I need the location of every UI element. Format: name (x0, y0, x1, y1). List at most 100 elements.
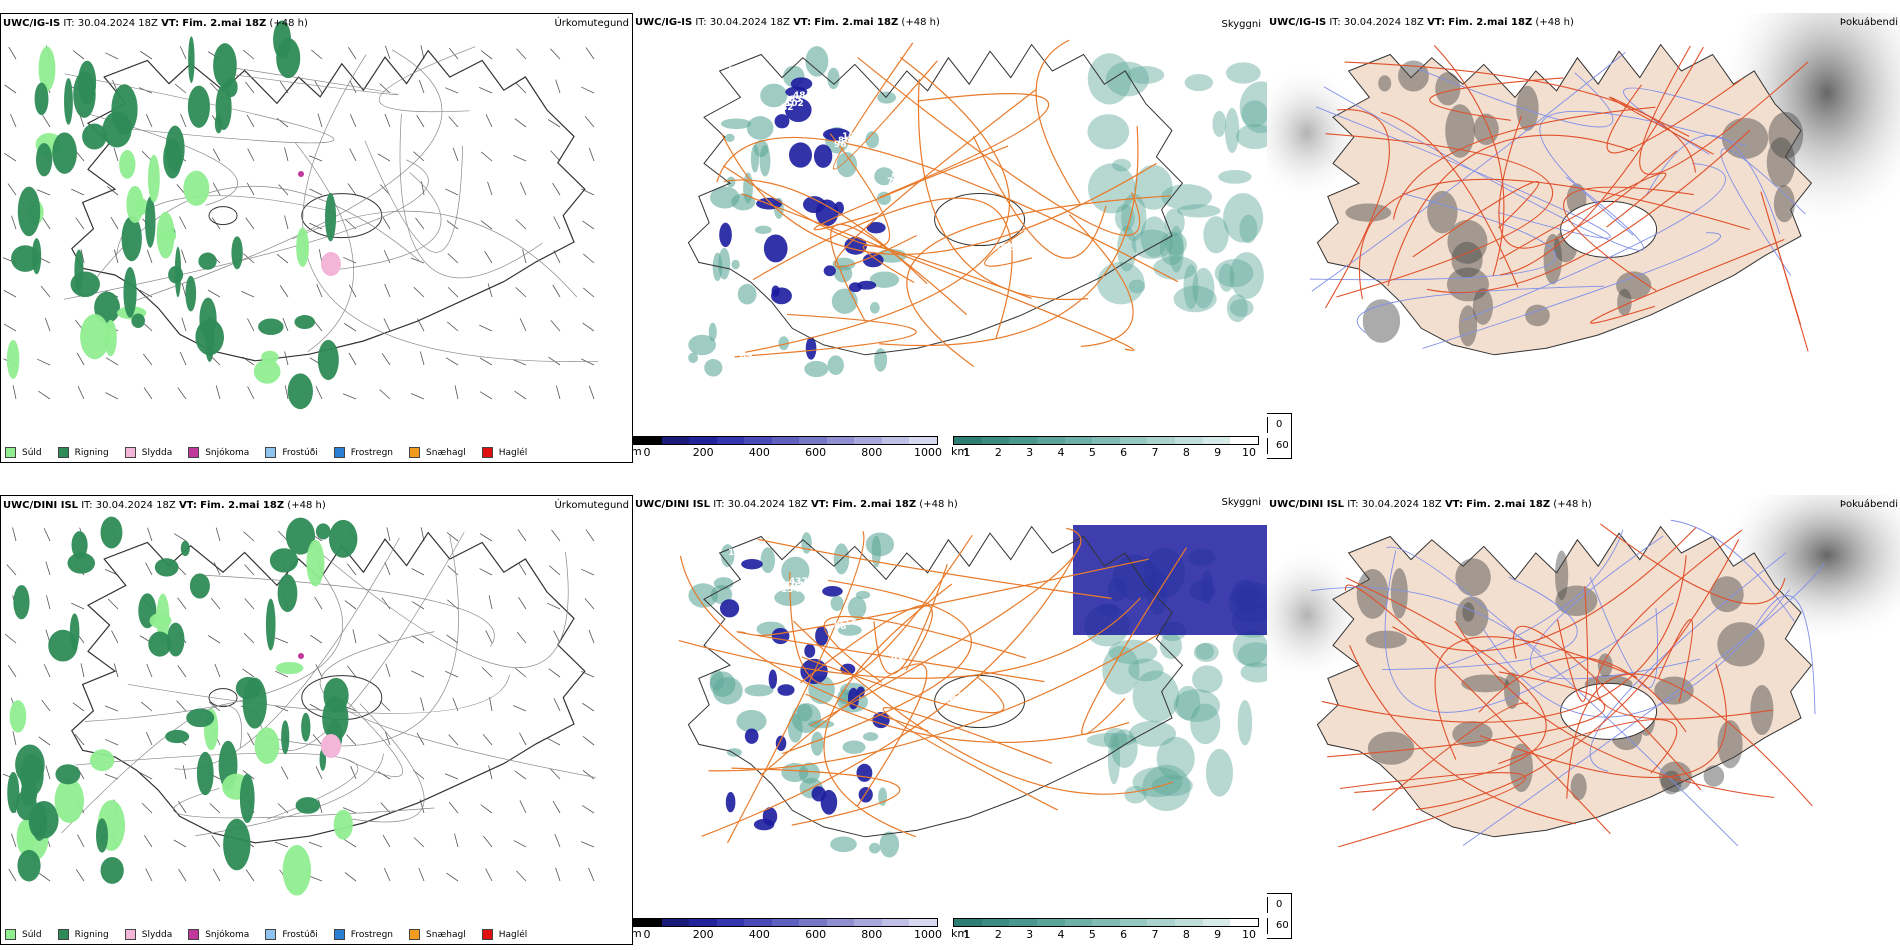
wind-barb (141, 802, 153, 814)
wind-barb (75, 217, 85, 230)
colorbar-km: km 1 2 3 4 5 6 7 8 9 10 (951, 918, 1259, 941)
rain-cell (213, 43, 237, 88)
ceiling-value-label: 122 (1103, 803, 1122, 813)
roads (1325, 44, 1809, 352)
visibility-cell (710, 186, 740, 209)
wind-barb (110, 216, 119, 230)
ceiling-cell (774, 114, 790, 129)
colorbar-step (1092, 919, 1120, 926)
road (1372, 702, 1529, 811)
wind-barb (446, 634, 459, 644)
wind-barb (274, 841, 289, 848)
wind-barb (588, 867, 595, 882)
road (731, 767, 901, 826)
wind-barb (446, 872, 459, 882)
wind-barb (342, 393, 357, 400)
visibility-cell (1111, 729, 1138, 769)
wind-barb (519, 182, 527, 196)
wind-barb (243, 632, 255, 644)
visibility-cell (1240, 662, 1267, 683)
road (351, 703, 425, 823)
rain-cell (285, 517, 316, 555)
rain-cell (131, 313, 145, 329)
ceiling-value-label: 57 (891, 173, 904, 183)
wind-barb (379, 389, 391, 400)
wind-barb (410, 393, 425, 400)
colorbar-unit: m (633, 445, 642, 458)
ceiling-value-label: 79 (1107, 317, 1120, 327)
wind-barb (180, 113, 187, 128)
rain-cell (269, 548, 299, 573)
road (1412, 181, 1540, 258)
road (127, 674, 510, 714)
wind-barb (38, 390, 51, 400)
wind-barb (514, 118, 527, 128)
ceiling-value-label: 107 (785, 581, 804, 591)
wind-barb (105, 392, 119, 400)
wind-barb (582, 220, 595, 230)
wind-barb (552, 284, 561, 298)
road (879, 126, 1139, 347)
ceiling-value-label: 171 (736, 840, 755, 850)
land-area (1316, 525, 1813, 838)
colorbar-step (744, 919, 772, 926)
road (1392, 527, 1697, 652)
wind-barb (284, 385, 289, 400)
wind-barb (314, 596, 323, 610)
rain-cell (126, 185, 144, 224)
colorbar-step (716, 919, 745, 926)
fog-cell (1703, 765, 1725, 787)
visibility-cell (810, 731, 824, 756)
wind-barb (555, 385, 561, 400)
legend-label: Súld (22, 929, 42, 940)
colorbar-swatches (953, 436, 1259, 445)
rain-cell (13, 584, 30, 620)
ceiling-value-label: 99 (940, 214, 953, 224)
precip-type-panel-row2: UWC/DINI ISL IT: 30.04.2024 18Z VT: Fim.… (0, 495, 633, 945)
wind-barb (446, 532, 459, 542)
wind-barb (139, 772, 153, 780)
wind-barb (315, 766, 323, 780)
wind-barb (139, 289, 153, 298)
wind-barb (415, 217, 425, 230)
road (917, 78, 1089, 301)
rain-cell (277, 574, 298, 613)
wind-barb (146, 249, 153, 264)
wind-barb (178, 868, 187, 882)
visibility-cell (1239, 214, 1258, 244)
ceiling-cell (762, 807, 778, 826)
visibility-cell (1183, 264, 1199, 310)
wind-barb (179, 352, 187, 366)
rain-cell (239, 773, 255, 823)
colorbar-step (981, 437, 1010, 444)
ceiling-cell (813, 144, 833, 168)
visibility-cell (834, 264, 853, 283)
legend-label: Frostregn (350, 929, 394, 940)
visibility-cell (1108, 639, 1158, 665)
wind-barb (514, 667, 527, 678)
visibility-cell (726, 176, 736, 188)
road (310, 544, 569, 668)
visibility-cell (724, 133, 735, 143)
road (399, 113, 543, 279)
colorbar-step (1147, 919, 1176, 926)
wind-barb (585, 529, 595, 542)
rain-cell (333, 809, 353, 840)
iceland-map (2, 20, 599, 410)
visibility-cell (1103, 727, 1128, 750)
ceiling-cell (719, 599, 740, 618)
road (857, 57, 1141, 236)
rain-cell (55, 764, 81, 785)
road (1325, 109, 1390, 309)
wind-barb (245, 869, 255, 882)
visibility-cell (869, 271, 900, 288)
wind-barb (584, 598, 595, 610)
wind-barb (212, 148, 221, 162)
wind-barb (244, 564, 255, 576)
wind-barb (209, 803, 221, 814)
wind-barb (275, 670, 289, 678)
wind-barb (347, 183, 357, 196)
rain-cell (54, 778, 85, 824)
ceiling-cell (785, 86, 808, 98)
visibility-cell (1218, 170, 1252, 184)
